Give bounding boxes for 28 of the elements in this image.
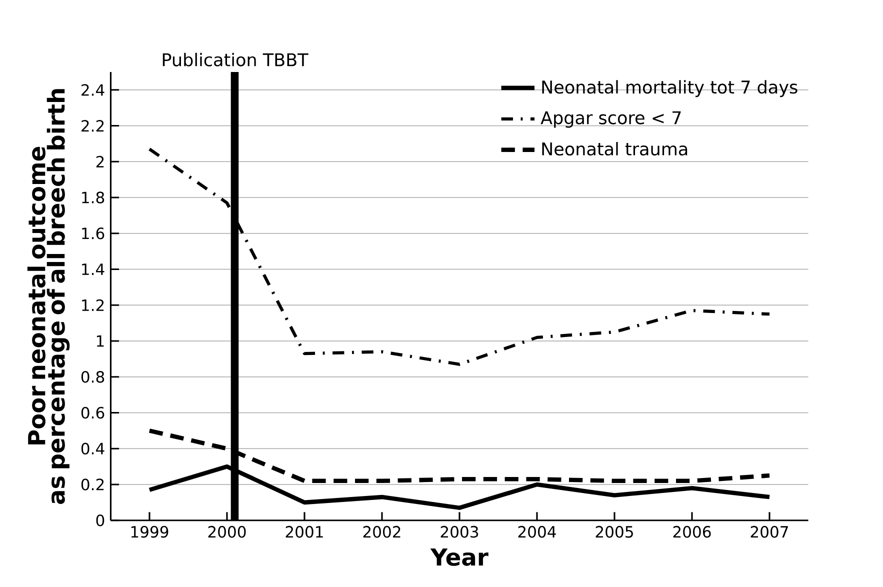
x-tick-label: 2006 bbox=[673, 526, 711, 538]
x-tick-label: 2003 bbox=[440, 526, 478, 538]
y-tick-label: 0.4 bbox=[81, 442, 104, 455]
legend-label: Apgar score < 7 bbox=[540, 111, 681, 128]
ref-line-label: Publication TBBT bbox=[162, 52, 308, 66]
x-tick-label: 2004 bbox=[518, 526, 556, 538]
y-tick-label: 1.8 bbox=[82, 192, 104, 204]
y-tick-label: 0.2 bbox=[81, 478, 104, 490]
x-tick-label: 2000 bbox=[208, 526, 246, 538]
y-tick-label: 0.6 bbox=[81, 406, 104, 419]
y-tick-label: 2 bbox=[96, 156, 104, 168]
x-tick-label: 1999 bbox=[131, 526, 168, 538]
y-tick-label: 1.6 bbox=[82, 228, 104, 240]
y-tick-label: 2.2 bbox=[82, 120, 104, 132]
y-tick-label: 0 bbox=[96, 514, 104, 526]
x-tick-label: 2002 bbox=[363, 526, 400, 538]
x-tick-label: 2001 bbox=[286, 526, 323, 538]
y-axis-title: Poor neonatal outcome as percentage of all breech birth bbox=[27, 89, 70, 504]
x-tick-label: 2007 bbox=[750, 526, 788, 538]
legend-label: Neonatal mortality tot 7 days bbox=[542, 80, 798, 98]
y-tick-label: 1 bbox=[96, 335, 104, 347]
y-tick-label: 0.8 bbox=[81, 371, 104, 383]
y-tick-label: 1.4 bbox=[82, 264, 104, 276]
x-tick-label: 2005 bbox=[596, 526, 633, 538]
x-axis-title: Year bbox=[430, 548, 488, 566]
legend-label: Neonatal trauma bbox=[542, 142, 688, 156]
y-tick-label: 2.4 bbox=[82, 84, 104, 96]
y-tick-label: 1.2 bbox=[82, 299, 104, 311]
